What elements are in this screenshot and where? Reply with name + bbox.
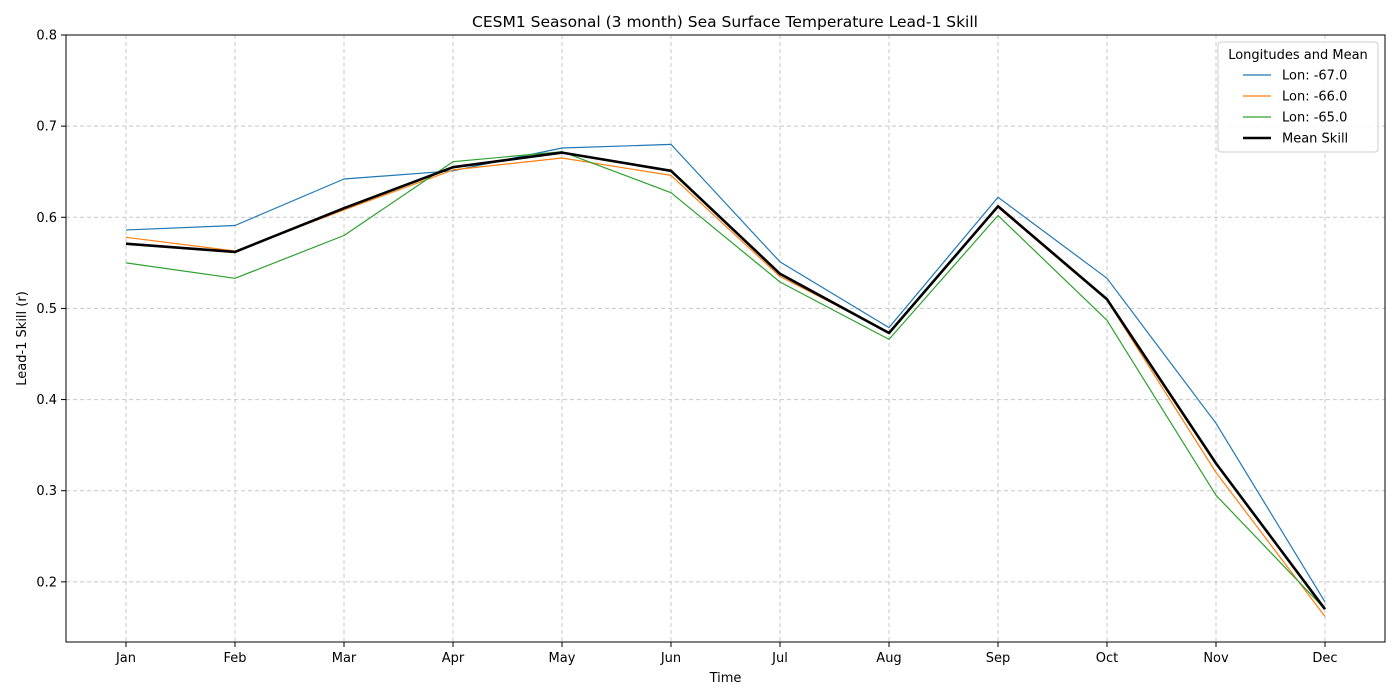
x-axis: Jan Feb Mar Apr May Jun Jul Aug Sep Oct Nov Dec <box>115 642 1338 666</box>
x-tick-label: Mar <box>332 651 357 666</box>
x-tick-label: Nov <box>1203 651 1229 666</box>
x-tick-label: Sep <box>986 651 1011 666</box>
x-tick-label: Oct <box>1096 651 1118 666</box>
x-tick-label: Jun <box>660 651 681 666</box>
y-tick-label: 0.5 <box>36 302 57 317</box>
y-axis: 0.2 0.3 0.4 0.5 0.6 0.7 0.8 <box>36 29 66 590</box>
grid-lines <box>66 34 1385 642</box>
x-tick-label: Apr <box>442 651 465 666</box>
y-tick-label: 0.8 <box>36 29 57 44</box>
y-tick-label: 0.2 <box>36 575 57 590</box>
series-line-lon-66-0 <box>125 157 1326 617</box>
legend-label: Lon: -66.0 <box>1282 90 1347 105</box>
series-lines <box>125 143 1327 617</box>
x-tick-label: May <box>549 651 576 666</box>
legend: Longitudes and Mean Lon: -67.0 Lon: -66.0 L… <box>1217 41 1379 153</box>
chart-title: CESM1 Seasonal (3 month) Sea Surface Tem… <box>472 13 978 31</box>
x-tick-label: Dec <box>1312 651 1337 666</box>
x-tick-label: Jul <box>771 651 788 666</box>
legend-title: Longitudes and Mean <box>1228 48 1368 63</box>
y-axis-label: Lead-1 Skill (r) <box>15 291 30 386</box>
y-tick-label: 0.7 <box>36 120 57 135</box>
plot-frame <box>65 34 1386 643</box>
x-tick-label: Feb <box>223 651 246 666</box>
y-tick-label: 0.3 <box>36 484 57 499</box>
legend-box <box>1217 41 1379 153</box>
x-tick-label: Aug <box>876 651 901 666</box>
y-tick-label: 0.6 <box>36 211 57 226</box>
x-axis-label: Time <box>709 671 742 686</box>
series-line-lon-67-0 <box>125 143 1326 603</box>
series-line-lon-65-0 <box>125 151 1326 610</box>
x-tick-label: Jan <box>115 651 136 666</box>
legend-label: Lon: -67.0 <box>1282 69 1347 84</box>
series-line-mean-skill <box>125 151 1327 610</box>
legend-label: Lon: -65.0 <box>1282 111 1347 126</box>
y-tick-label: 0.4 <box>36 393 57 408</box>
legend-label: Mean Skill <box>1282 132 1348 147</box>
